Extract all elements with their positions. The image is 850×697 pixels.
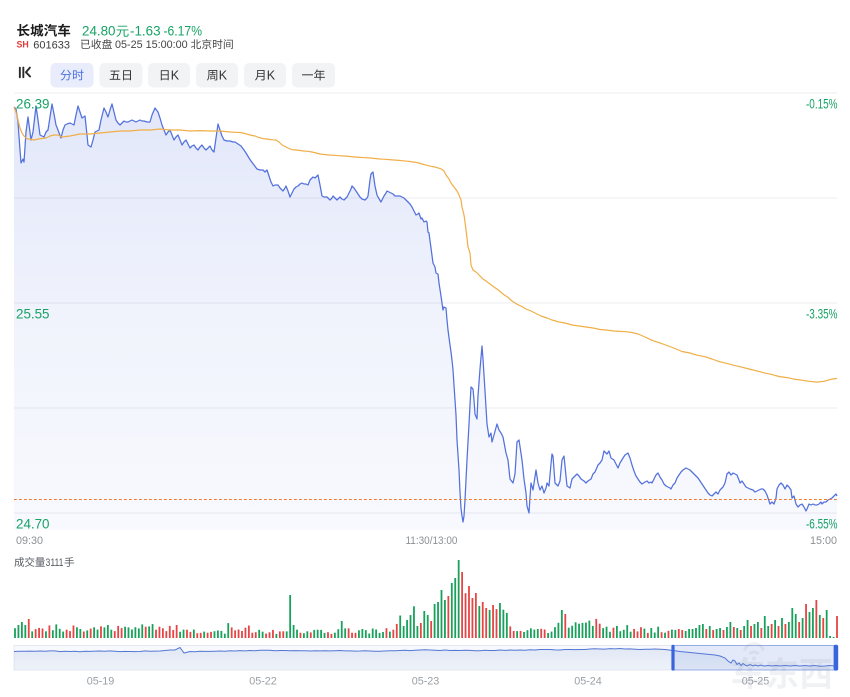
svg-text:05-25 15:00:00: 05-25 15:00:00 [115,39,188,51]
svg-text:K: K [267,69,276,83]
svg-text:11:30/13:00: 11:30/13:00 [406,535,458,547]
svg-text:25.55: 25.55 [16,306,50,321]
svg-text:3111: 3111 [46,557,64,569]
svg-text:05-24: 05-24 [574,676,602,688]
svg-text:601633: 601633 [33,39,70,51]
svg-text:09:30: 09:30 [16,535,43,547]
svg-text:15:00: 15:00 [810,535,837,547]
svg-text:SH: SH [17,40,29,50]
svg-text:K: K [171,69,180,83]
svg-text:05-19: 05-19 [87,676,115,688]
svg-text:-3.35%: -3.35% [806,306,838,321]
svg-text:24.80: 24.80 [82,24,116,39]
svg-text:-6.17%: -6.17% [164,24,203,39]
svg-text:24.70: 24.70 [16,517,50,532]
svg-text:05-22: 05-22 [249,676,277,688]
svg-text:K: K [219,69,228,83]
svg-text:-0.15%: -0.15% [806,97,838,112]
svg-text:05-23: 05-23 [412,676,440,688]
svg-text:-1.63: -1.63 [130,24,161,39]
svg-text:26.39: 26.39 [16,96,50,111]
svg-text:-6.55%: -6.55% [806,517,838,532]
svg-text:05-25: 05-25 [742,676,770,688]
